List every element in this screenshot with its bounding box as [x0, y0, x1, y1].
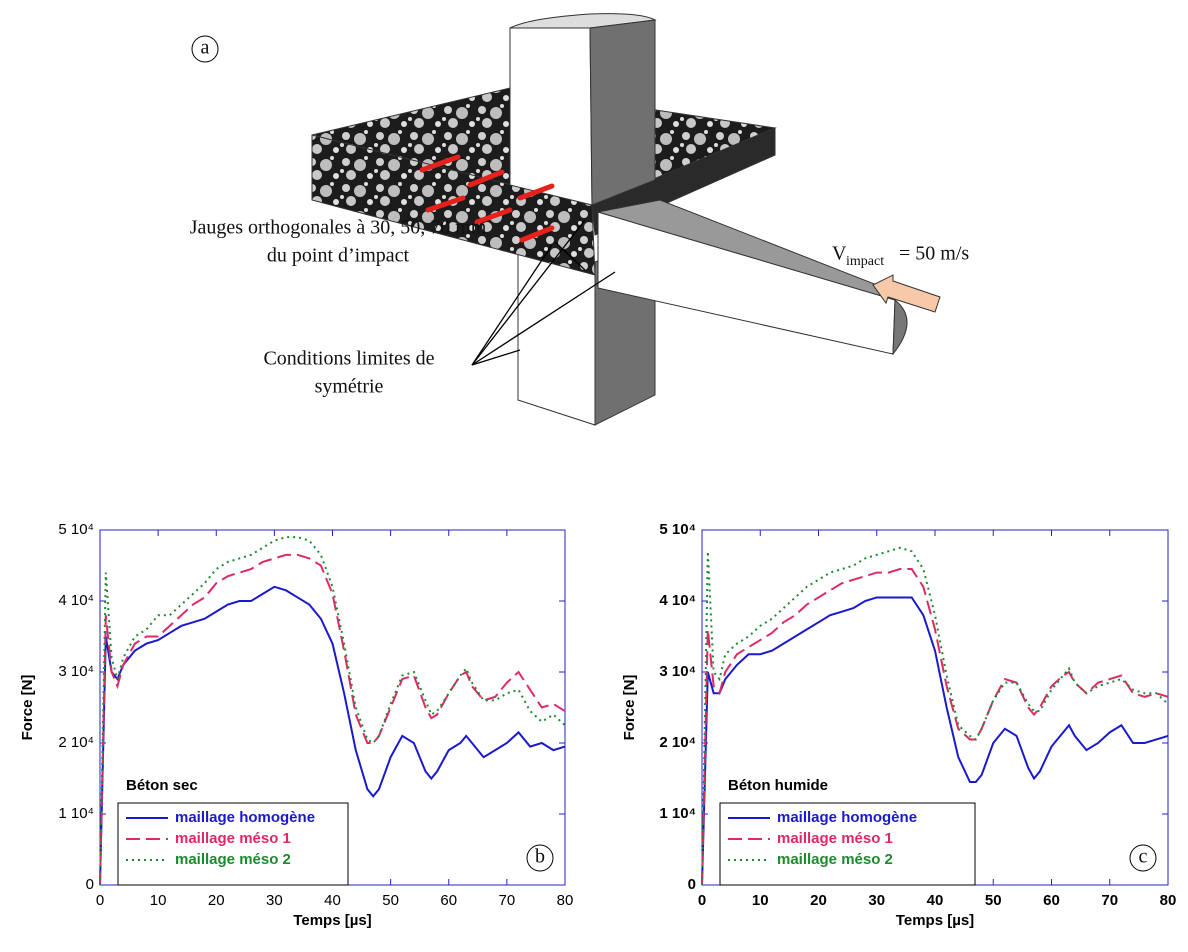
legend-box [117, 802, 349, 886]
y-tick-label: 4 10⁴ [58, 592, 94, 609]
pointer-line [471, 349, 521, 366]
series-line [99, 585, 566, 886]
pointer-line [471, 244, 553, 366]
panel-label: a [201, 37, 210, 59]
gauge [519, 225, 555, 243]
x-tick-label: 50 [382, 892, 399, 909]
pointers [471, 219, 616, 366]
velocity-value: = 50 m/s [899, 243, 969, 265]
legend-label: maillage méso 2 [175, 851, 291, 868]
x-tick-label: 20 [810, 892, 827, 909]
series-line [99, 536, 566, 886]
x-tick-label: 60 [1043, 892, 1060, 909]
y-tick-label: 5 10⁴ [58, 521, 94, 538]
gauge [425, 195, 466, 213]
y-axis-label: Force [N] [621, 675, 638, 741]
y-tick-label: 0 [688, 876, 696, 893]
pointer-line [554, 241, 586, 271]
x-tick-label: 70 [499, 892, 516, 909]
velocity-symbol: V [832, 243, 847, 265]
gauge [517, 183, 555, 201]
gauge-label: Jauges orthogonales à 30, 50, 70 mm [190, 217, 487, 239]
block-upper-front [509, 27, 593, 206]
y-tick-label: 1 10⁴ [659, 805, 696, 822]
pointer-line [471, 219, 586, 366]
legend-label: maillage méso 2 [777, 851, 893, 868]
panel-circle [526, 844, 554, 872]
series-line [701, 596, 1169, 886]
y-tick-label: 3 10⁴ [58, 663, 94, 680]
x-tick-label: 30 [266, 892, 283, 909]
y-axis-label: Force [N] [19, 675, 36, 741]
x-tick-label: 20 [208, 892, 225, 909]
chart-title: Béton humide [728, 777, 828, 794]
panel-label: b [535, 846, 545, 868]
x-tick-label: 80 [557, 892, 574, 909]
x-axis-label: Temps [µs] [896, 912, 974, 929]
x-tick-label: 0 [698, 892, 706, 909]
bar-end [892, 298, 908, 356]
legend-label: maillage homogène [777, 809, 917, 826]
x-tick-label: 0 [96, 892, 104, 909]
velocity-arrow [872, 274, 941, 313]
x-tick-label: 70 [1101, 892, 1118, 909]
x-tick-label: 40 [927, 892, 944, 909]
boundary-label: symétrie [315, 376, 384, 398]
legend-label: maillage homogène [175, 809, 315, 826]
x-tick-label: 10 [150, 892, 167, 909]
x-tick-label: 60 [440, 892, 457, 909]
gauge [419, 154, 461, 173]
block-upper-side [589, 19, 656, 206]
velocity-subscript: impact [846, 254, 884, 269]
boundary-label: Conditions limites de [263, 348, 434, 370]
panel-label: c [1139, 846, 1148, 868]
y-tick-label: 4 10⁴ [659, 592, 696, 609]
y-tick-label: 5 10⁴ [659, 521, 696, 538]
gauges [419, 154, 555, 243]
x-tick-label: 10 [752, 892, 769, 909]
series-line [701, 568, 1169, 886]
y-tick-label: 2 10⁴ [58, 734, 94, 751]
y-tick-label: 0 [86, 876, 94, 893]
y-tick-label: 1 10⁴ [58, 805, 94, 822]
x-tick-label: 40 [324, 892, 341, 909]
legend-label: maillage méso 1 [175, 830, 291, 847]
gauge-label: du point d’impact [267, 245, 410, 267]
legend-box [719, 802, 976, 886]
x-tick-label: 80 [1160, 892, 1177, 909]
y-tick-label: 2 10⁴ [659, 734, 696, 751]
x-tick-label: 50 [985, 892, 1002, 909]
gauge [467, 169, 505, 188]
series-line [701, 546, 1169, 886]
pointer-line [471, 271, 616, 366]
panel-circle [191, 35, 219, 63]
legend-label: maillage méso 1 [777, 830, 893, 847]
gauge [474, 207, 513, 225]
diagram [191, 13, 941, 426]
y-tick-label: 3 10⁴ [659, 663, 696, 680]
x-axis-label: Temps [µs] [293, 912, 371, 929]
chart-title: Béton sec [126, 777, 198, 794]
x-tick-label: 30 [868, 892, 885, 909]
panel-circle [1129, 844, 1157, 872]
